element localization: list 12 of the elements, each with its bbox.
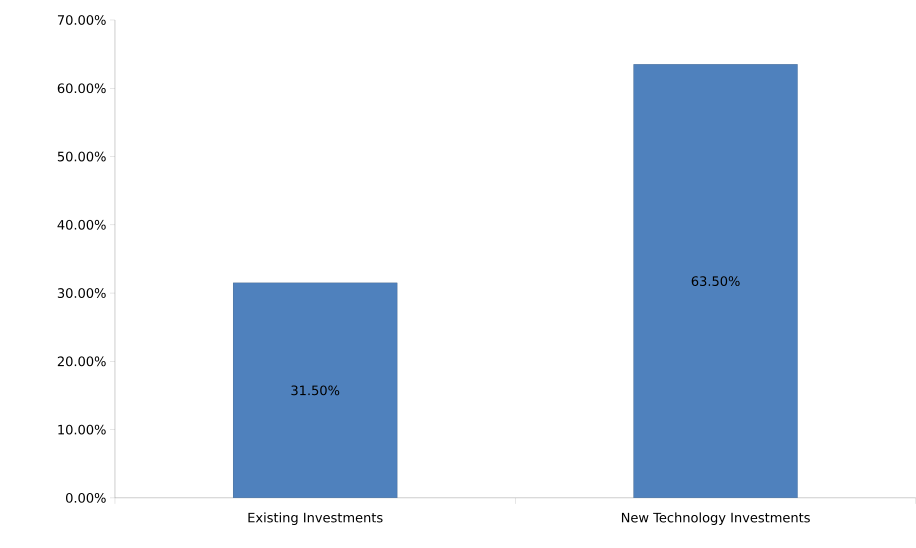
y-tick-label: 20.00% — [58, 356, 106, 366]
x-tick-label: New Technology Investments — [622, 512, 810, 526]
y-tick-label: 30.00% — [58, 288, 106, 298]
x-tick-label: Existing Investments — [248, 512, 383, 526]
y-tick-label: 60.00% — [58, 83, 106, 94]
data-label: 63.50% — [692, 276, 740, 286]
y-tick-label: 70.00% — [58, 15, 106, 25]
data-label: 31.50% — [291, 386, 340, 396]
y-tick-label: 0.00% — [66, 493, 106, 503]
y-tick-label: 50.00% — [58, 152, 106, 162]
y-tick-label: 40.00% — [58, 220, 106, 230]
y-tick-label: 10.00% — [58, 424, 106, 435]
